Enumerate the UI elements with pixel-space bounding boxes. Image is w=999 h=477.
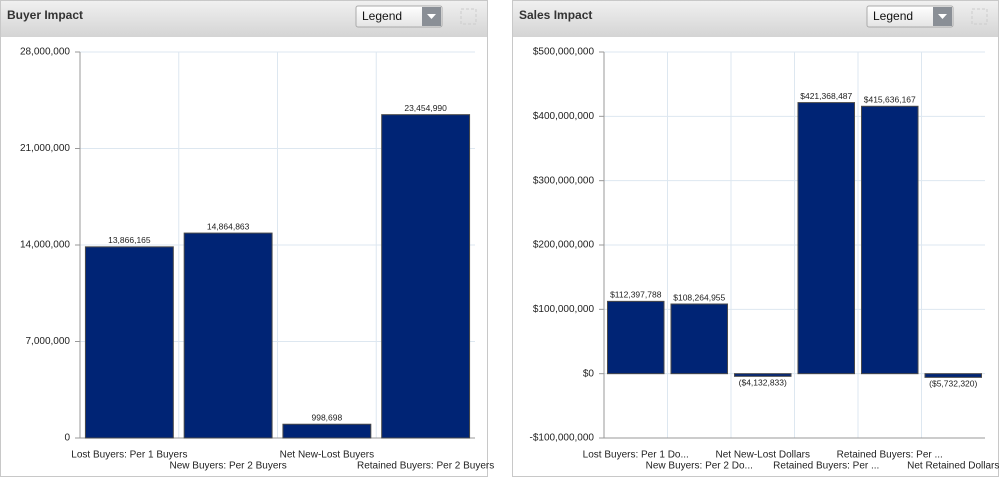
bar [670,303,729,375]
bar [860,105,919,375]
data-label: 998,698 [312,412,343,422]
data-label: 23,454,990 [404,103,447,113]
bar [282,423,372,439]
data-label: $112,397,788 [610,290,662,300]
y-tick-label: 14,000,000 [20,240,70,251]
bar [606,300,665,375]
y-tick-label: $400,000,000 [533,111,595,122]
y-tick-label: $300,000,000 [533,175,595,186]
dropdown-arrow [427,14,436,19]
data-label: $415,636,167 [864,95,916,105]
y-tick-label: 0 [64,433,70,444]
panel-title: Sales Impact [519,8,592,22]
x-tick-label: Lost Buyers: Per 1 Buyers [71,450,187,461]
y-tick-label: 28,000,000 [20,47,70,58]
x-tick-label: Retained Buyers: Per ... [773,461,879,472]
maximize-icon[interactable] [460,8,477,25]
data-label: $421,368,487 [800,91,852,101]
bar [924,373,983,378]
dropdown-arrow [938,14,947,19]
x-tick-label: New Buyers: Per 2 Buyers [169,461,286,472]
bar [381,114,471,439]
data-label: ($4,132,833) [739,378,787,388]
data-label: $108,264,955 [673,292,725,302]
bar [797,102,856,375]
bar [84,246,174,439]
x-tick-label: New Buyers: Per 2 Do... [646,461,753,472]
bar [733,373,792,377]
data-label: 13,866,165 [108,235,151,245]
x-tick-label: Net New-Lost Buyers [280,450,374,461]
panel-title: Buyer Impact [7,8,83,22]
y-tick-label: $0 [583,368,595,379]
y-tick-label: $500,000,000 [533,47,595,58]
x-tick-label: Net New-Lost Dollars [716,450,810,461]
y-tick-label: -$100,000,000 [529,433,594,444]
y-tick-label: 7,000,000 [26,336,71,347]
y-tick-label: $200,000,000 [533,240,595,251]
legend-dropdown-label[interactable]: Legend [873,9,913,23]
panel [512,0,999,477]
maximize-icon[interactable] [971,8,988,25]
data-label: 14,864,863 [207,221,250,231]
x-tick-label: Lost Buyers: Per 1 Do... [583,450,689,461]
y-tick-label: $100,000,000 [533,304,595,315]
bar [183,232,273,439]
x-tick-label: Net Retained Dollars [907,461,999,472]
data-label: ($5,732,320) [929,379,977,389]
legend-dropdown-label[interactable]: Legend [362,9,402,23]
legend-dropdown[interactable] [355,5,443,28]
legend-dropdown[interactable] [866,5,954,28]
x-tick-label: Retained Buyers: Per 2 Buyers [357,461,494,472]
x-tick-label: Retained Buyers: Per ... [837,450,943,461]
y-tick-label: 21,000,000 [20,143,70,154]
